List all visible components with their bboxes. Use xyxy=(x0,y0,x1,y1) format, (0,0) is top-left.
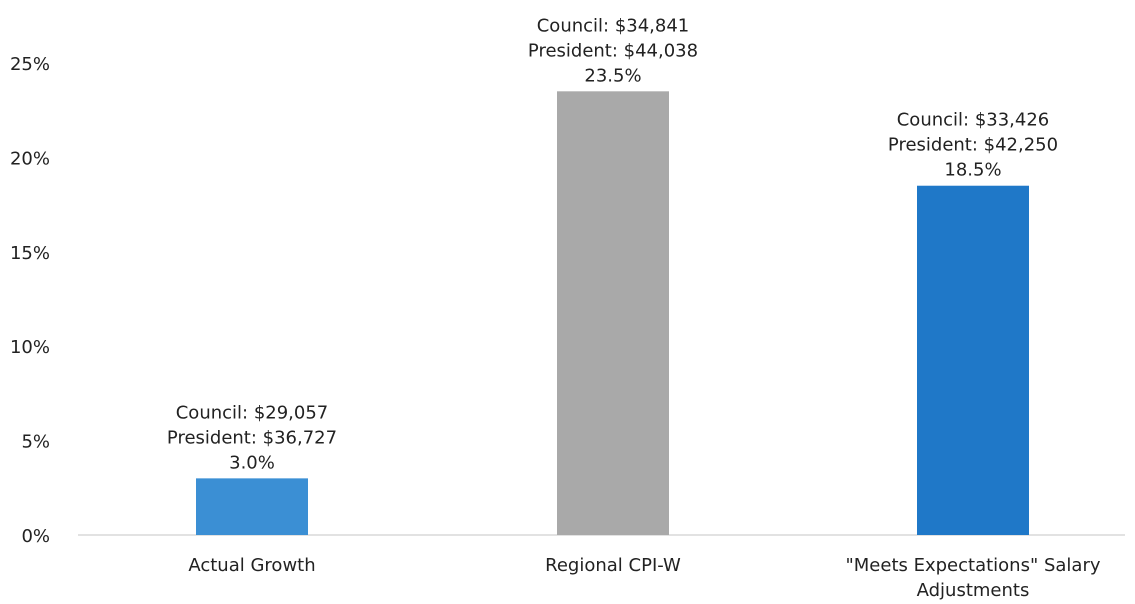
bar-data-label: Council: $33,426 xyxy=(897,110,1050,131)
bar-data-label: President: $44,038 xyxy=(528,40,698,61)
y-tick-label: 25% xyxy=(10,54,50,75)
x-tick-label: Regional CPI-W xyxy=(545,555,681,576)
bar xyxy=(557,91,669,535)
x-axis: Actual Growth Regional CPI-W "Meets Expect… xyxy=(188,555,1100,601)
bar-data-labels: Council: $29,057 President: $36,727 3.0% Co… xyxy=(167,15,1058,473)
x-tick-label: Adjustments xyxy=(917,580,1030,601)
bar-data-label: Council: $29,057 xyxy=(176,402,329,423)
y-tick-label: 0% xyxy=(21,526,50,547)
x-tick-label: Actual Growth xyxy=(188,555,315,576)
bar-data-label: President: $42,250 xyxy=(888,135,1058,156)
y-tick-label: 10% xyxy=(10,337,50,358)
bar-data-label: Council: $34,841 xyxy=(537,15,690,36)
bar xyxy=(917,185,1029,535)
bar-value-label: 23.5% xyxy=(584,65,641,86)
x-tick-label: "Meets Expectations" Salary xyxy=(845,555,1100,576)
y-tick-label: 20% xyxy=(10,148,50,169)
bars xyxy=(196,91,1029,535)
bar xyxy=(196,478,308,535)
y-axis: 0% 5% 10% 15% 20% 25% xyxy=(10,54,50,547)
bar-value-label: 18.5% xyxy=(944,160,1001,181)
bar-value-label: 3.0% xyxy=(229,452,275,473)
bar-data-label: President: $36,727 xyxy=(167,427,337,448)
y-tick-label: 15% xyxy=(10,243,50,264)
y-tick-label: 5% xyxy=(21,432,50,453)
